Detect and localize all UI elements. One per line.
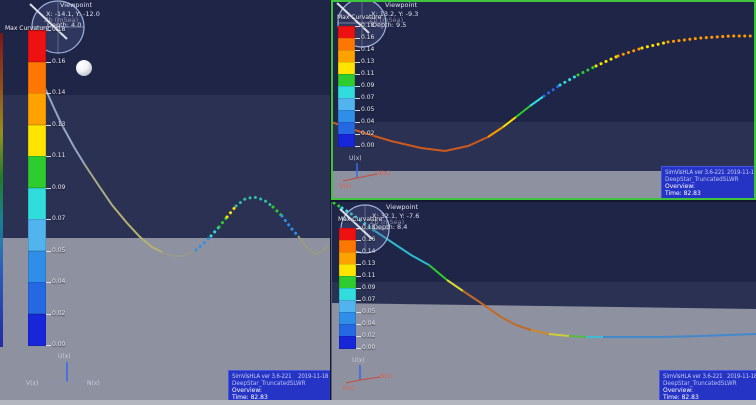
riser-curve-segment (332, 202, 344, 210)
riser-curve-segment (194, 234, 213, 252)
viewpoint-label: Viewpoint (60, 1, 93, 9)
app-version: SimVisHLA ver 3.6-221 (232, 373, 292, 380)
riser-curve-segment (515, 105, 531, 118)
riser-curve (331, 34, 756, 152)
viewpoint-depth: Depth: 9.5 (372, 21, 407, 29)
riser-curve (332, 202, 756, 338)
riser-curve-segment (502, 116, 517, 128)
riser-curve-segment (111, 204, 163, 253)
water-column-band (331, 122, 756, 171)
riser-curve-segment (462, 290, 532, 331)
riser-curve-segment (217, 215, 229, 229)
seabed-depth-label: Zb (mSea) (370, 218, 405, 226)
buoy-sphere (76, 60, 92, 76)
axis-v-label: V(x) (26, 380, 38, 387)
viewport-top-right[interactable]: 0.18 0.16 0.14 0.13 0.11 0.09 0.07 0.05 0.04 0.02… (331, 0, 756, 200)
water-column-band (0, 95, 330, 238)
simulation-info-box: SimVisHLA ver 3.6-221 2019-11-18 DeepSta… (661, 166, 756, 200)
riser-curve-segment (161, 249, 197, 257)
viewpoint-hud: Viewpoint X: 13.2, Y: -9.3 Zb (mSea) Dep… (369, 2, 509, 34)
model-name: DeepStar_TruncatedSLWR (663, 380, 737, 387)
riser-curve-segment (331, 121, 446, 152)
axes-triad: U(x) N(x) V(x) (339, 155, 390, 190)
axes-triad: U(x) N(x) V(x) (26, 353, 100, 387)
viewpoint-hud: Viewpoint X: 32.1, Y: -7.6 Zb (mSea) Dep… (370, 204, 510, 236)
window-bottom-border (0, 400, 756, 405)
viewpoint-coords: X: 13.2, Y: -9.3 (371, 10, 419, 18)
viewpoint-depth: Depth: 8.4 (373, 223, 408, 231)
riser-curve-segment (44, 87, 86, 166)
riser-curve-segment (666, 34, 756, 44)
seabed-depth-label: Zb (mSea) (44, 16, 79, 24)
app-version: SimVisHLA ver 3.6-221 (663, 373, 723, 380)
riser-curve (44, 87, 330, 257)
date-label: 2019-11-18 (298, 373, 329, 380)
riser-curve-segment (444, 136, 489, 152)
riser-curve-segment (548, 333, 570, 337)
axis-v-label: V(x) (339, 183, 351, 190)
sim-time-label: Time: 82.83 (232, 394, 268, 400)
sea-background (0, 0, 330, 95)
riser-curve-segment (340, 206, 377, 233)
axis-v-label: V(x) (342, 385, 354, 392)
legend-title: Max Curvature (5, 25, 50, 32)
axis-u-label: U(x) (349, 155, 362, 162)
axis-n-label: N(x) (380, 373, 393, 380)
viewport-bottom-right[interactable]: 0.18 0.16 0.14 0.13 0.11 0.09 0.07 0.05 0.04 0.02… (331, 202, 756, 400)
simulation-info-box: SimVisHLA ver 3.6-221 2019-11-18 DeepSta… (228, 370, 330, 400)
legend-title: Max Curvature (337, 14, 382, 21)
axis-n-label: N(x) (377, 170, 390, 177)
app-version: SimVisHLA ver 3.6-221 (665, 169, 725, 176)
viewpoint-label: Viewpoint (386, 203, 419, 211)
model-name: DeepStar_TruncatedSLWR (232, 380, 306, 387)
adjacent-legend-edge (0, 33, 3, 347)
view-mode-label: Overview: (663, 387, 693, 394)
riser-curve-segment (374, 230, 430, 266)
riser-curve-segment (84, 164, 113, 206)
riser-curve-segment (594, 54, 620, 68)
riser-curve-segment (530, 329, 550, 335)
viewpoint-coords: X: 32.1, Y: -7.6 (372, 212, 420, 220)
axis-n-label: N(x) (87, 380, 100, 387)
view-mode-label: Overview: (665, 183, 695, 190)
seabed-depth-label: Zb (mSea) (369, 16, 404, 24)
riser-curve-segment (603, 333, 756, 338)
simulation-info-box: SimVisHLA ver 3.6-221 2019-11-18 DeepSta… (659, 370, 756, 400)
date-label: 2019-11-18 (726, 169, 756, 176)
riser-curve-segment (271, 205, 284, 218)
riser-curve-segment (542, 83, 562, 98)
riser-curve-segment (487, 126, 504, 138)
sim-time-label: Time: 82.83 (663, 394, 699, 400)
viewpoint-coords: X: -14.1, Y: -12.0 (46, 10, 100, 18)
riser-curve-segment (428, 264, 448, 281)
view-mode-label: Overview: (232, 387, 262, 394)
riser-curve-segment (297, 235, 330, 256)
riser-curve-segment (446, 279, 464, 292)
date-label: 2019-11-18 (727, 373, 756, 380)
legend-title: Max Curvature (338, 216, 383, 223)
axis-u-label: U(x) (352, 357, 365, 364)
sea-background (332, 202, 756, 284)
sim-time-label: Time: 82.83 (665, 190, 701, 197)
axis-u-label: U(x) (58, 353, 71, 360)
riser-curve-segment (640, 40, 670, 50)
riser-curve-segment (280, 214, 300, 238)
riser-curve-segment (568, 335, 587, 338)
riser-curve-segment (576, 64, 598, 77)
riser-curve-segment (558, 73, 580, 87)
sea-background (331, 0, 756, 122)
riser-curve-segment (234, 195, 275, 209)
riser-curve-segment (225, 204, 238, 219)
viewport-main[interactable]: 0.18 0.16 0.14 0.13 0.11 0.09 0.07 0.05 0.04 0.02… (0, 0, 330, 400)
viewpoint-label: Viewpoint (385, 1, 418, 9)
riser-curve-segment (616, 46, 644, 58)
model-name: DeepStar_TruncatedSLWR (665, 176, 739, 183)
axes-triad: U(x) N(x) V(x) (342, 357, 393, 392)
viewpoint-depth: Depth: 4.0 (47, 21, 82, 29)
riser-curve-segment (529, 95, 545, 107)
riser-curve-segment (209, 225, 221, 238)
viewpoint-hud: Viewpoint X: -14.1, Y: -12.0 Zb (mSea) D… (44, 2, 184, 34)
